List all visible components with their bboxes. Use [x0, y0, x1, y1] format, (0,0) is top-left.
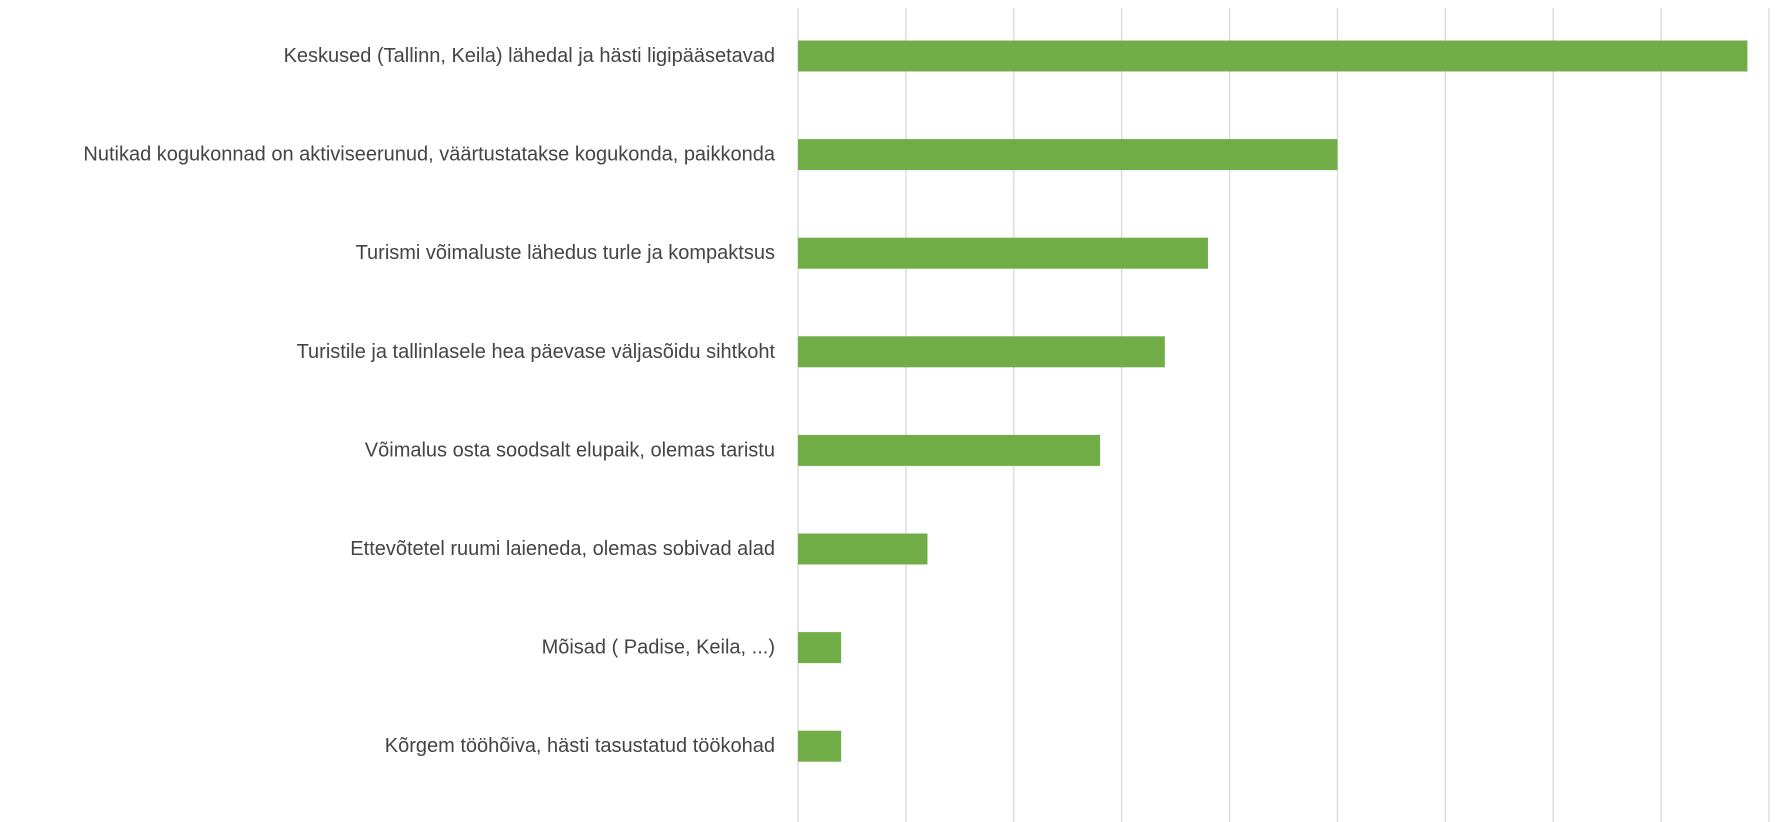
category-label: Mõisad ( Padise, Keila, ...) — [542, 637, 775, 659]
category-label: Võimalus osta soodsalt elupaik, olemas t… — [365, 439, 775, 461]
category-labels: Keskused (Tallinn, Keila) lähedal ja häs… — [83, 45, 775, 757]
bar — [798, 730, 842, 762]
bar — [798, 336, 1165, 368]
gridlines — [797, 8, 1770, 822]
bar — [798, 139, 1338, 171]
category-label: Ettevõtetel ruumi laieneda, olemas sobiv… — [350, 538, 775, 560]
bar — [798, 632, 842, 664]
bar — [798, 40, 1748, 72]
category-label: Kõrgem tööhõiva, hästi tasustatud töökoh… — [385, 735, 775, 757]
bars — [798, 40, 1748, 762]
category-label: Nutikad kogukonnad on aktiviseerunud, vä… — [83, 144, 775, 166]
category-label: Keskused (Tallinn, Keila) lähedal ja häs… — [284, 45, 775, 67]
bar — [798, 434, 1101, 466]
category-label: Turismi võimaluste lähedus turle ja komp… — [356, 242, 775, 264]
category-label: Turistile ja tallinlasele hea päevase vä… — [297, 341, 776, 363]
bar — [798, 237, 1208, 269]
bar — [798, 533, 928, 565]
